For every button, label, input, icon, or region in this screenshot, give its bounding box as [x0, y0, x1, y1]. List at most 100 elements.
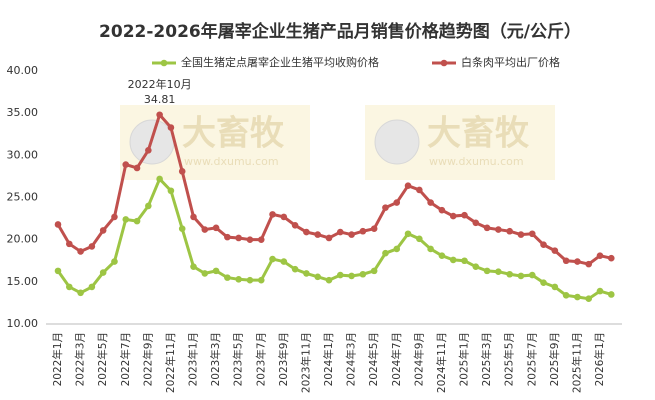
x-tick-label: 2023年11月: [299, 332, 312, 393]
data-point: [607, 254, 615, 262]
data-point: [585, 295, 593, 303]
data-point: [427, 245, 434, 253]
data-point: [596, 252, 604, 259]
annotation-label: 2022年10月: [128, 77, 192, 91]
data-point: [77, 248, 84, 255]
data-point: [212, 224, 220, 232]
data-point: [65, 240, 73, 248]
data-point: [246, 236, 254, 243]
data-point: [269, 211, 276, 218]
x-tick-label: 2024年9月: [412, 332, 425, 386]
data-point: [551, 283, 559, 291]
data-point: [336, 271, 344, 279]
data-point: [257, 276, 265, 284]
data-point: [133, 217, 141, 225]
data-point: [348, 231, 355, 238]
data-point: [540, 241, 547, 249]
x-tick-label: 2025年7月: [525, 332, 538, 386]
data-point: [156, 111, 163, 119]
legend-marker: [160, 59, 168, 67]
data-point: [111, 213, 118, 221]
x-tick-label: 2024年1月: [322, 332, 335, 386]
x-tick-label: 2022年1月: [51, 332, 64, 386]
x-tick-label: 2024年7月: [390, 332, 403, 386]
data-point: [291, 222, 299, 229]
data-point: [88, 243, 96, 250]
data-point: [404, 182, 412, 189]
y-tick-label: 25.00: [7, 191, 39, 204]
data-point: [382, 204, 389, 211]
data-point: [54, 267, 62, 275]
data-point: [472, 263, 480, 270]
data-point: [574, 258, 581, 265]
data-point: [562, 257, 570, 265]
data-point: [167, 187, 175, 195]
x-tick-label: 2024年5月: [367, 332, 380, 386]
y-tick-label: 20.00: [7, 233, 39, 246]
data-point: [461, 211, 468, 219]
data-point: [596, 287, 604, 295]
x-tick-label: 2023年9月: [277, 332, 290, 386]
data-point: [235, 276, 242, 283]
x-tick-label: 2022年9月: [141, 332, 154, 386]
data-point: [461, 257, 468, 265]
data-point: [145, 146, 152, 154]
data-point: [190, 263, 197, 270]
data-point: [99, 269, 107, 276]
x-tick-label: 2023年3月: [209, 332, 222, 386]
data-label: 34.81: [144, 93, 176, 106]
data-point: [359, 270, 367, 278]
data-point: [427, 199, 434, 206]
x-tick-label: 2025年11月: [570, 332, 583, 393]
data-point: [370, 267, 378, 275]
x-tick-label: 2022年5月: [96, 332, 109, 386]
series-line: [56, 176, 612, 301]
data-point: [551, 247, 559, 254]
data-point: [178, 168, 186, 175]
x-tick-label: 2023年1月: [187, 332, 200, 386]
data-point: [393, 199, 401, 206]
data-point: [65, 283, 73, 291]
data-point: [495, 226, 502, 233]
data-point: [156, 175, 163, 183]
x-tick-label: 2022年7月: [119, 332, 132, 386]
data-point: [325, 276, 333, 284]
data-point: [506, 227, 513, 235]
data-point: [393, 245, 401, 253]
data-point: [506, 270, 513, 278]
y-tick-label: 10.00: [7, 317, 39, 330]
y-tick-label: 40.00: [7, 64, 39, 77]
data-point: [303, 228, 310, 236]
data-point: [88, 283, 96, 291]
x-tick-label: 2022年3月: [74, 332, 87, 386]
data-point: [314, 231, 322, 238]
data-point: [77, 289, 84, 297]
data-point: [540, 279, 547, 286]
data-point: [336, 228, 344, 236]
data-point: [449, 256, 457, 264]
x-tick-label: 2025年5月: [503, 332, 516, 386]
data-point: [122, 161, 130, 168]
data-point: [528, 230, 536, 238]
data-point: [483, 267, 491, 275]
data-point: [280, 213, 288, 221]
data-point: [483, 224, 491, 232]
watermark-url: www.dxumu.com: [429, 155, 524, 168]
data-point: [99, 227, 107, 234]
data-point: [607, 291, 615, 298]
y-tick-label: 35.00: [7, 106, 39, 119]
data-point: [201, 270, 209, 277]
data-point: [370, 225, 378, 233]
data-point: [562, 292, 570, 299]
data-point: [133, 164, 141, 172]
data-point: [438, 252, 446, 259]
data-point: [416, 235, 423, 243]
x-tick-label: 2022年11月: [164, 332, 177, 393]
data-point: [235, 234, 242, 242]
watermark-url: www.dxumu.com: [184, 155, 279, 168]
x-tick-label: 2024年11月: [435, 332, 448, 393]
data-point: [585, 260, 593, 268]
chart-title: 2022-2026年屠宰企业生猪产品月销售价格趋势图（元/公斤）: [99, 21, 581, 42]
data-point: [280, 258, 288, 265]
data-point: [404, 230, 412, 238]
